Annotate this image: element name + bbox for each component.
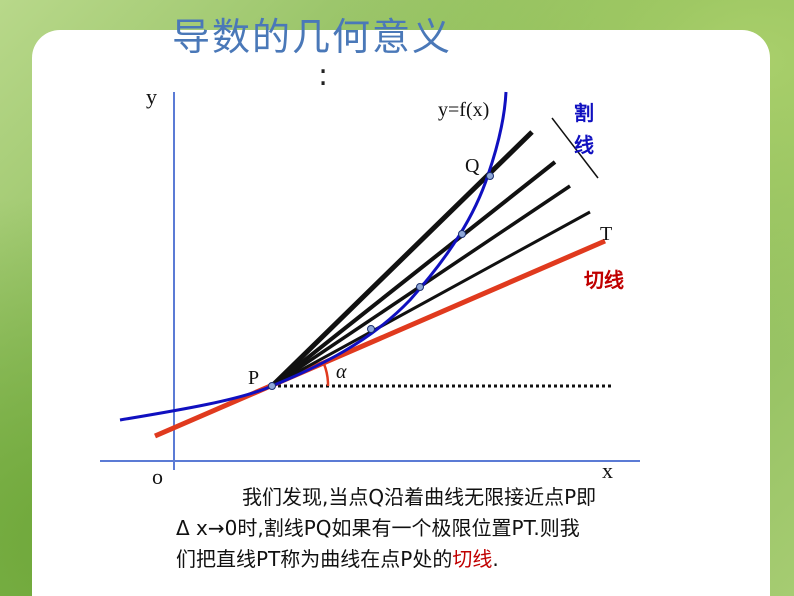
slide-title: 导数的几何意义 [172, 15, 453, 59]
tangent-label: 切线 [584, 268, 624, 292]
alpha-label: α [336, 361, 347, 383]
point-q-label: Q [465, 155, 480, 177]
caption-line-2: Δ x→0时,割线PQ如果有一个极限位置PT.则我 [176, 516, 580, 540]
secant-line-pq [270, 130, 534, 388]
secant-line-4 [271, 210, 591, 388]
curve-point-1 [367, 325, 375, 333]
secant-bracket-line [551, 117, 599, 179]
secant-line-2 [270, 160, 557, 388]
caption-highlight-tangent: 切线 [452, 547, 493, 571]
y-axis-label: y [146, 84, 157, 109]
point-q [486, 172, 494, 180]
curve-label: y=f(x) [438, 99, 489, 121]
secant-label-char-2: 线 [574, 133, 594, 157]
caption-line-1: 我们发现,当点Q沿着曲线无限接近点P即 [242, 485, 597, 509]
title-colon: : [318, 58, 329, 93]
caption-line-3-period: . [492, 547, 499, 571]
curve-point-3 [458, 230, 466, 238]
caption-line-3: 们把直线PT称为曲线在点P处的切线. [176, 544, 736, 575]
caption-line-3-text: 们把直线PT称为曲线在点P处的 [176, 547, 453, 571]
point-p [268, 382, 276, 390]
tangent-line [154, 238, 606, 439]
curve-fx [119, 91, 508, 422]
slide-panel [32, 30, 770, 596]
secant-label-char-1: 割 [574, 101, 594, 125]
point-p-label: P [248, 367, 259, 389]
point-t-label: T [600, 223, 612, 245]
alpha-angle-arc [322, 363, 330, 387]
origin-label: o [152, 464, 163, 489]
caption: 我们发现,当点Q沿着曲线无限接近点P即 Δ x→0时,割线PQ如果有一个极限位置… [176, 482, 736, 575]
curve-point-2 [416, 283, 424, 291]
x-axis-label: x [602, 458, 613, 483]
secant-label: 割 线 [574, 101, 594, 157]
